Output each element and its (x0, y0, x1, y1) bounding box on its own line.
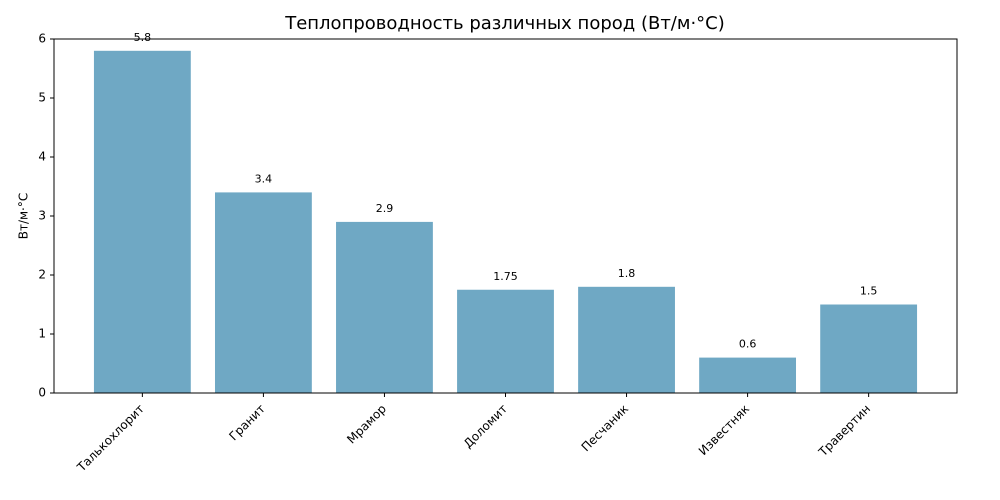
chart-title: Теплопроводность различных пород (Вт/м·°… (284, 13, 725, 34)
value-label: 2.9 (376, 202, 394, 215)
bar (93, 50, 191, 394)
x-tick-label: Известняк (696, 402, 752, 458)
plot-frame (53, 38, 958, 394)
y-tick-label: 0 (38, 386, 46, 400)
bar (578, 286, 675, 393)
x-tick-label: Песчаник (579, 402, 632, 455)
bar (214, 192, 312, 393)
value-label: 0.6 (739, 338, 757, 351)
value-label: 5.8 (134, 31, 152, 44)
x-tick-label: Травертин (815, 402, 873, 460)
y-tick-label: 2 (38, 268, 46, 282)
bar (699, 357, 797, 393)
x-tick-label: Доломит (461, 402, 510, 451)
value-label: 1.75 (493, 270, 518, 283)
value-label: 3.4 (255, 172, 273, 185)
value-label: 1.5 (860, 285, 878, 298)
bar (457, 289, 554, 393)
y-tick-label: 6 (38, 32, 46, 46)
x-tick-label: Гранит (226, 402, 268, 444)
y-tick-label: 1 (38, 327, 46, 341)
x-tick-label: Мрамор (344, 402, 389, 447)
bar (820, 304, 918, 393)
x-tick-label: Талькохлорит (74, 402, 147, 475)
y-tick-label: 3 (38, 209, 46, 223)
y-tick-label: 5 (38, 91, 46, 105)
y-axis-label: Вт/м·°C (17, 193, 31, 240)
y-tick-label: 4 (38, 150, 46, 164)
value-label: 1.8 (618, 267, 636, 280)
bar (336, 221, 433, 393)
